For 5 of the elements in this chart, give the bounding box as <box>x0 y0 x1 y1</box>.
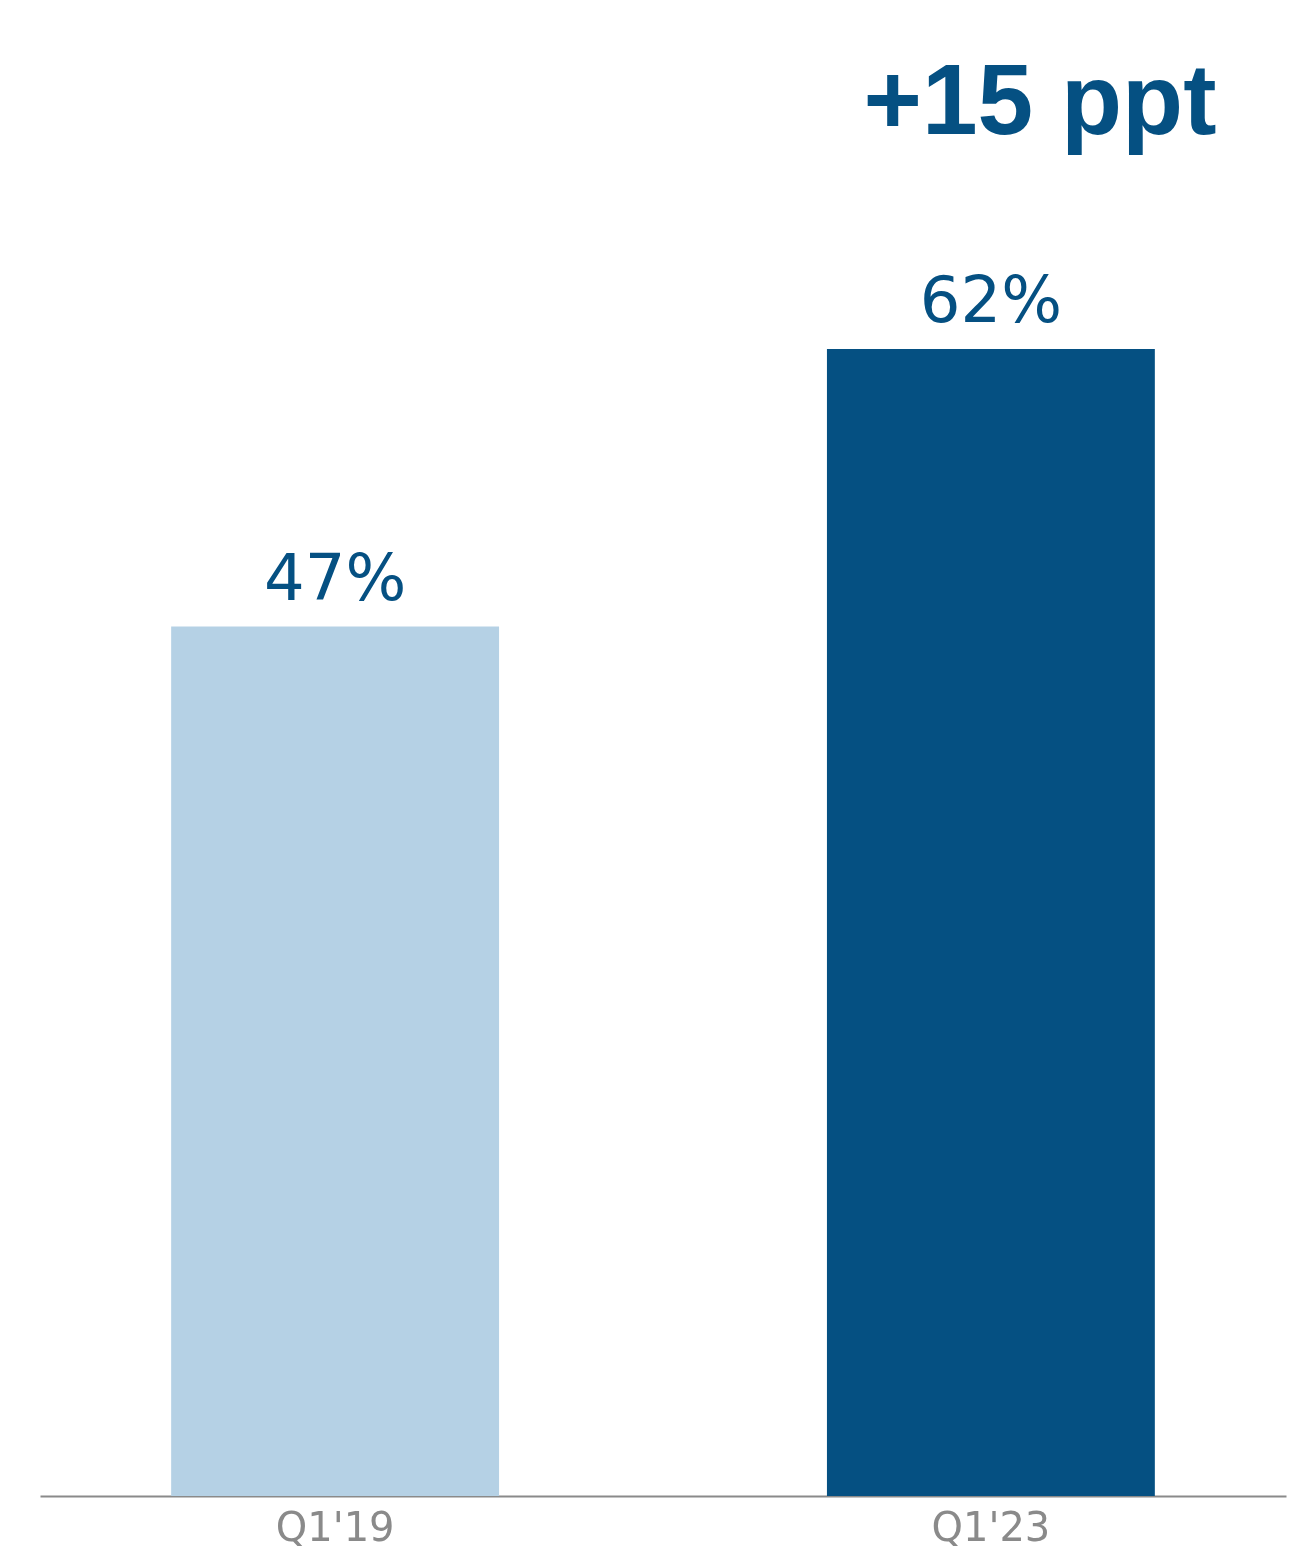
data-label: 47% <box>263 540 407 615</box>
x-tick-label: Q1'23 <box>931 1503 1051 1550</box>
text: +15 ppt <box>863 43 1217 155</box>
data-label: 62% <box>919 263 1063 338</box>
x-tick-label: Q1'19 <box>275 1503 395 1550</box>
